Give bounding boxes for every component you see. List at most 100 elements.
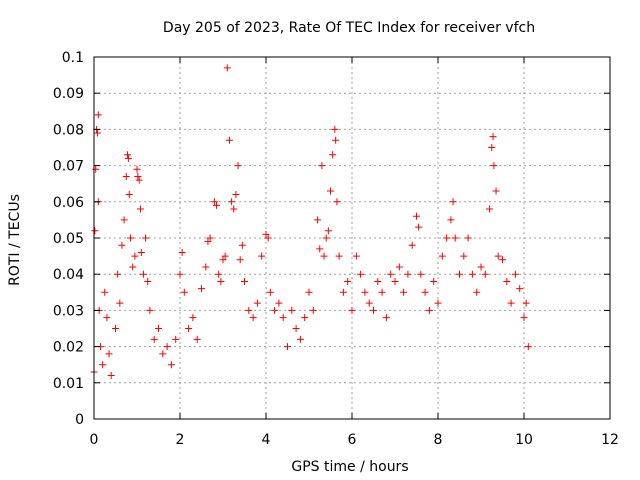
data-point xyxy=(481,270,489,278)
data-point xyxy=(223,64,231,72)
data-point xyxy=(434,299,442,307)
data-point xyxy=(150,335,158,343)
data-point xyxy=(129,263,137,271)
data-point xyxy=(271,306,279,314)
data-point xyxy=(365,299,373,307)
data-point xyxy=(507,299,515,307)
data-point xyxy=(206,234,214,242)
data-point xyxy=(127,234,135,242)
data-point xyxy=(92,165,100,173)
y-tick-label: 0.04 xyxy=(53,267,84,283)
data-point xyxy=(494,252,502,260)
data-point xyxy=(133,165,141,173)
data-point xyxy=(391,277,399,285)
data-point xyxy=(284,343,291,351)
data-point xyxy=(275,299,283,307)
data-point xyxy=(249,314,257,322)
data-point xyxy=(94,111,102,119)
data-point xyxy=(146,306,154,314)
data-point xyxy=(488,144,496,151)
data-point xyxy=(400,288,408,296)
data-point xyxy=(387,270,395,278)
data-point xyxy=(101,288,109,296)
data-point xyxy=(352,252,360,260)
data-point xyxy=(172,335,180,343)
data-point xyxy=(332,136,340,144)
data-point xyxy=(264,234,272,242)
x-axis-label: GPS time / hours xyxy=(291,459,408,475)
data-point xyxy=(408,241,416,249)
data-point xyxy=(511,270,519,278)
data-point xyxy=(122,172,130,180)
data-point xyxy=(266,288,274,296)
data-point xyxy=(316,245,324,253)
data-point xyxy=(344,277,352,285)
x-tick-label: 0 xyxy=(90,432,99,448)
data-point xyxy=(329,151,337,159)
data-point xyxy=(443,234,451,242)
data-point xyxy=(124,151,132,159)
data-point xyxy=(339,288,347,296)
data-point xyxy=(230,205,238,213)
data-point xyxy=(524,343,532,351)
data-point xyxy=(305,288,313,296)
x-tick-label: 10 xyxy=(515,432,533,448)
data-point xyxy=(324,227,332,235)
scatter-points xyxy=(90,64,532,380)
data-point xyxy=(159,350,167,358)
data-point xyxy=(105,350,113,358)
data-point xyxy=(404,270,412,278)
data-point xyxy=(204,238,212,246)
data-point xyxy=(382,314,390,322)
data-point xyxy=(309,306,317,314)
data-point xyxy=(253,299,261,307)
data-point xyxy=(370,306,377,314)
data-point xyxy=(301,314,309,322)
data-point xyxy=(134,172,142,180)
data-point xyxy=(112,325,119,332)
data-point xyxy=(210,198,218,206)
data-point xyxy=(135,176,143,184)
data-point xyxy=(178,248,186,256)
data-point xyxy=(361,288,369,296)
data-point xyxy=(279,314,287,322)
y-tick-label: 0 xyxy=(75,412,84,428)
y-tick-label: 0.1 xyxy=(62,50,84,66)
data-point xyxy=(413,212,420,220)
data-point xyxy=(116,299,124,307)
data-point xyxy=(378,288,386,296)
data-point xyxy=(320,252,328,260)
data-point xyxy=(357,270,365,278)
y-tick-label: 0.08 xyxy=(53,122,84,138)
data-point xyxy=(202,263,210,271)
data-point xyxy=(520,314,528,322)
x-tick-label: 8 xyxy=(434,432,443,448)
data-point xyxy=(395,263,403,271)
y-axis-label: ROTI / TECUs xyxy=(7,194,23,286)
data-point xyxy=(176,270,184,278)
data-point xyxy=(185,325,193,332)
data-point xyxy=(477,263,485,271)
data-point xyxy=(438,252,446,260)
data-point xyxy=(262,230,270,238)
data-point xyxy=(232,191,240,199)
data-point xyxy=(333,198,341,206)
data-point xyxy=(296,335,304,343)
y-tick-label: 0.02 xyxy=(53,340,84,356)
y-tick-label: 0.06 xyxy=(53,195,84,211)
y-tick-label: 0.03 xyxy=(53,303,84,319)
data-point xyxy=(421,288,429,296)
data-point xyxy=(131,252,139,260)
data-point xyxy=(473,288,481,296)
data-point xyxy=(464,234,472,242)
data-point xyxy=(468,270,476,278)
x-tick-labels: 0 2 4 6 8 10 12 xyxy=(90,432,619,448)
data-point xyxy=(91,227,99,235)
data-point xyxy=(103,314,111,322)
data-point xyxy=(492,187,500,195)
data-point xyxy=(124,154,132,162)
data-point xyxy=(456,270,463,278)
data-point xyxy=(136,205,144,213)
x-tick-label: 2 xyxy=(176,432,185,448)
